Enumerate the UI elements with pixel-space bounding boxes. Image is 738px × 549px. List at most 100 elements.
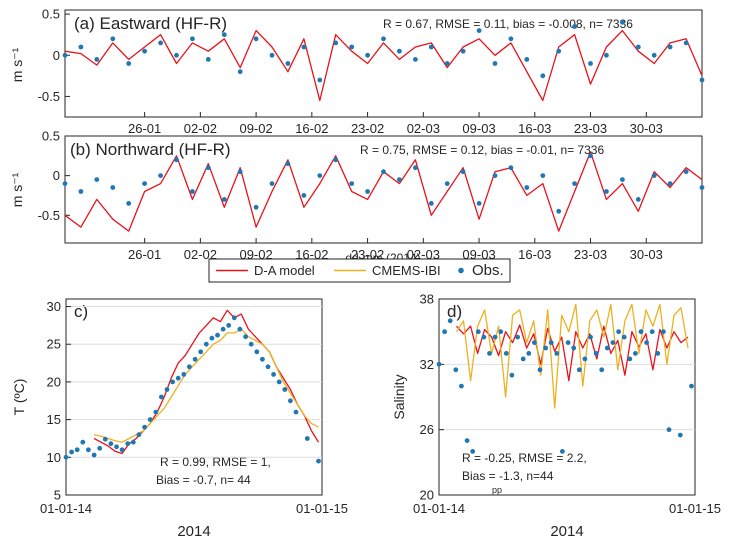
panel-d-point-obs	[515, 334, 520, 340]
panel-b-point-obs	[174, 157, 179, 163]
panel-a-xtick-label: 23-02	[351, 121, 384, 136]
panel-b-point-obs	[253, 204, 259, 210]
panel-d-salinity: d) R = -0.25, RMSE = 2.2, Bias = -1.3, n…	[391, 292, 721, 541]
panel-d-point-obs	[588, 334, 593, 340]
panel-c-point-obs	[243, 334, 249, 340]
panel-b-xtick-label: 30-03	[630, 247, 663, 262]
panel-a-point-obs	[667, 44, 673, 50]
panel-c-point-obs	[293, 409, 299, 415]
panel-a-point-obs	[349, 44, 355, 50]
panel-d-point-obs	[447, 318, 453, 324]
panel-a-point-obs	[524, 57, 530, 62]
panel-c-xlabel: 2014	[177, 523, 210, 540]
panel-c-point-obs	[170, 379, 176, 385]
panel-b-xtick-label: 26-01	[128, 247, 161, 262]
panel-d-point-obs	[481, 334, 487, 340]
panel-b-point-obs	[62, 181, 68, 187]
panel-b-point-obs	[588, 153, 593, 159]
panel-c-ytick-label: 20	[47, 374, 61, 389]
panel-a-xtick-label: 23-03	[574, 121, 607, 136]
panel-c-point-obs	[114, 444, 119, 450]
panel-b-ylabel: m s⁻¹	[9, 172, 25, 207]
panel-a-point-obs	[174, 52, 179, 58]
panel-a-point-obs	[365, 52, 370, 58]
panel-b-point-obs	[620, 177, 625, 183]
panel-c-point-obs	[265, 364, 271, 370]
panel-c-point-obs	[147, 417, 153, 422]
panel-b-point-obs	[94, 177, 100, 183]
panel-c-point-obs	[91, 452, 97, 458]
panel-c-point-obs	[102, 436, 108, 442]
panel-a-xtick-label: 09-03	[462, 121, 495, 136]
panel-d-point-obs	[582, 356, 588, 362]
panel-c-point-obs	[209, 335, 215, 341]
panel-d-point-obs	[616, 329, 621, 335]
panel-a-point-obs	[158, 40, 164, 46]
panel-a-xtick-label: 30-03	[630, 121, 663, 136]
panel-a-point-obs	[94, 57, 100, 62]
panel-b-xtick-label: 16-02	[295, 247, 328, 262]
panel-b-point-obs	[349, 181, 355, 187]
panel-d-ytick-label: 32	[420, 357, 434, 372]
panel-b-point-obs	[142, 181, 148, 187]
panel-d-point-obs	[475, 329, 481, 335]
panel-c-point-obs	[130, 439, 136, 445]
panel-d-stats-line1: R = -0.25, RMSE = 2.2,	[462, 451, 587, 465]
panel-c-point-obs	[69, 449, 74, 455]
panel-d-title: d)	[447, 302, 462, 321]
panel-a-point-obs	[237, 69, 243, 75]
panel-d-xtick-label: 01-01-15	[669, 501, 721, 516]
panel-d-point-obs	[459, 383, 464, 389]
panel-c-point-obs	[86, 447, 91, 453]
panel-a-point-obs	[413, 57, 418, 62]
panel-b-stats: R = 0.75, RMSE = 0.12, bias = -0.01, n= …	[360, 143, 604, 157]
panel-a-point-obs	[508, 36, 514, 42]
panel-c-point-obs	[97, 445, 103, 451]
panel-c-point-obs	[304, 436, 310, 441]
panel-a-xtick-label: 16-03	[518, 121, 551, 136]
panel-c-ytick-label: 25	[47, 337, 61, 352]
panel-c-point-obs	[237, 326, 243, 332]
panel-c-point-obs	[142, 424, 148, 430]
panel-c-ytick-label: 10	[47, 450, 61, 465]
panel-d-point-obs	[560, 449, 565, 454]
panel-b-point-obs	[397, 177, 402, 183]
panel-b-point-obs	[333, 157, 339, 163]
panel-b-xtick-label: 23-03	[574, 247, 607, 262]
panel-c-stats-line1: R = 0.99, RMSE = 1,	[160, 455, 271, 469]
panel-a-ytick-label: 0.5	[42, 7, 60, 22]
panel-c-point-obs	[164, 387, 170, 392]
panel-a-point-obs	[444, 61, 450, 66]
panel-a-xtick-label: 09-02	[239, 121, 272, 136]
panel-c-point-obs	[226, 323, 232, 328]
panel-b-point-obs	[381, 169, 386, 175]
panel-d-ytick-label: 26	[420, 422, 434, 437]
panel-a-series-d-a-model	[64, 29, 703, 102]
legend-marker-obs	[458, 267, 464, 274]
panel-c-point-obs	[187, 364, 192, 370]
panel-d-point-obs	[610, 340, 616, 345]
panel-b-point-obs	[285, 161, 291, 167]
panel-a-point-obs	[221, 32, 227, 38]
panel-c-point-obs	[192, 356, 198, 362]
panel-c-point-obs	[153, 409, 159, 415]
panel-c-point-obs	[215, 332, 220, 338]
panel-b-point-obs	[269, 181, 275, 187]
panel-a-point-obs	[253, 36, 259, 42]
panel-d-point-obs	[543, 345, 548, 351]
panel-d-point-obs	[464, 438, 470, 443]
panel-c-point-obs	[254, 349, 260, 355]
legend: D-A model CMEMS-IBI Obs.	[208, 258, 511, 283]
panel-d-point-obs	[554, 351, 560, 356]
panel-d-point-obs	[661, 329, 666, 335]
panel-c-point-obs	[260, 356, 265, 362]
panel-c-point-obs	[108, 441, 114, 447]
panel-c-ytick-label: 30	[47, 299, 61, 314]
panel-b-point-obs	[604, 189, 609, 194]
panel-d-point-obs	[498, 329, 504, 335]
panel-c-title: c)	[74, 302, 88, 321]
panel-a-point-obs	[620, 19, 625, 25]
panel-b-point-obs	[508, 165, 514, 171]
panel-a-ytick-label: 0	[53, 48, 60, 63]
